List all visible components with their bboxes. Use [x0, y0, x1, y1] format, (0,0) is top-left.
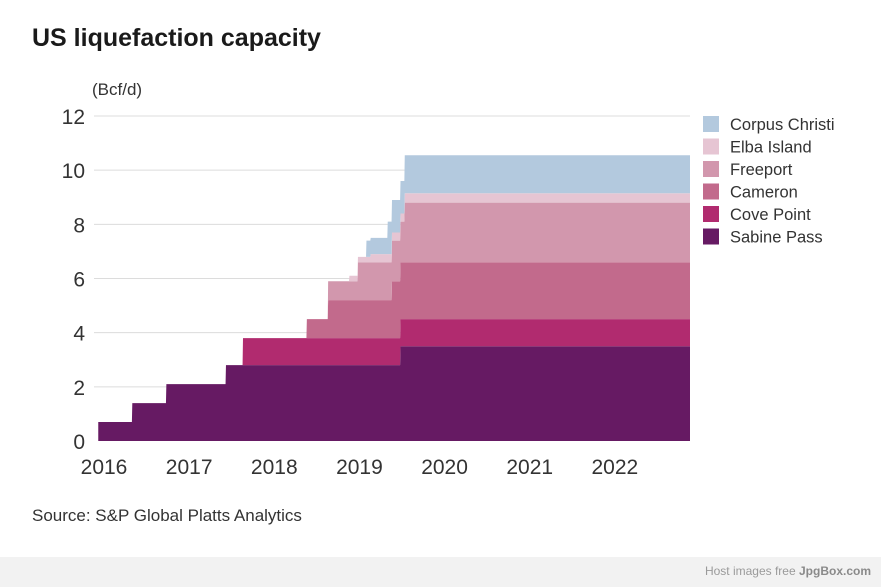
legend-item-corpus-christi: Corpus Christi — [703, 116, 835, 134]
legend-item-cameron: Cameron — [703, 183, 798, 202]
y-tick-label: 10 — [62, 160, 85, 183]
x-tick-label: 2018 — [251, 456, 298, 479]
legend-swatch — [703, 228, 719, 245]
chart-canvas: (Bcf/d) 0 2 4 6 8 10 12 2016 2017 2018 2019 2020 2021… — [62, 80, 835, 479]
x-tick-label: 2020 — [421, 456, 468, 479]
axis-layer: (Bcf/d) 0 2 4 6 8 10 12 2016 2017 2018 2019 2020 2021… — [62, 80, 639, 479]
area-freeport — [98, 202, 690, 423]
x-tick-label: 2019 — [336, 456, 383, 479]
y-tick-label: 4 — [73, 323, 85, 346]
footer-bar: Host images free JpgBox.com — [0, 557, 881, 587]
legend: Corpus Christi Elba Island Freeport Cameron… — [703, 116, 835, 247]
x-tick-label: 2016 — [81, 456, 128, 479]
footer-credit[interactable]: Host images free JpgBox.com — [705, 564, 871, 578]
y-tick-label: 12 — [62, 106, 85, 129]
legend-swatch — [703, 206, 719, 222]
x-tick-label: 2022 — [591, 456, 638, 479]
y-unit-label: (Bcf/d) — [92, 80, 142, 99]
footer-brand: JpgBox.com — [798, 564, 871, 578]
legend-item-cove-point: Cove Point — [703, 206, 811, 224]
legend-label: Elba Island — [730, 139, 812, 157]
y-tick-label: 6 — [73, 269, 85, 292]
legend-label: Corpus Christi — [730, 116, 835, 134]
footer-prefix: Host images free — [704, 564, 796, 578]
x-tick-label: 2021 — [506, 456, 553, 479]
legend-swatch — [703, 183, 719, 200]
area-layer — [98, 155, 690, 441]
y-tick-label: 2 — [73, 377, 85, 400]
legend-swatch — [703, 161, 719, 177]
legend-label: Freeport — [730, 161, 793, 179]
legend-label: Sabine Pass — [730, 229, 823, 247]
x-tick-label: 2017 — [166, 456, 213, 479]
chart-title: US liquefaction capacity — [32, 24, 321, 52]
legend-swatch — [703, 138, 719, 155]
y-tick-label: 0 — [73, 431, 85, 454]
legend-swatch — [703, 116, 719, 132]
area-sabine-pass — [98, 346, 690, 441]
legend-label: Cove Point — [730, 206, 811, 224]
legend-item-freeport: Freeport — [703, 161, 793, 179]
area-elba-island — [98, 193, 690, 423]
source-note: Source: S&P Global Platts Analytics — [32, 506, 302, 525]
area-cameron — [98, 262, 690, 423]
y-tick-label: 8 — [73, 214, 85, 237]
area-corpus-christi — [98, 155, 690, 423]
area-cove-point — [98, 319, 690, 423]
legend-item-elba-island: Elba Island — [703, 138, 812, 157]
legend-item-sabine-pass: Sabine Pass — [703, 228, 823, 247]
legend-label: Cameron — [730, 184, 798, 202]
